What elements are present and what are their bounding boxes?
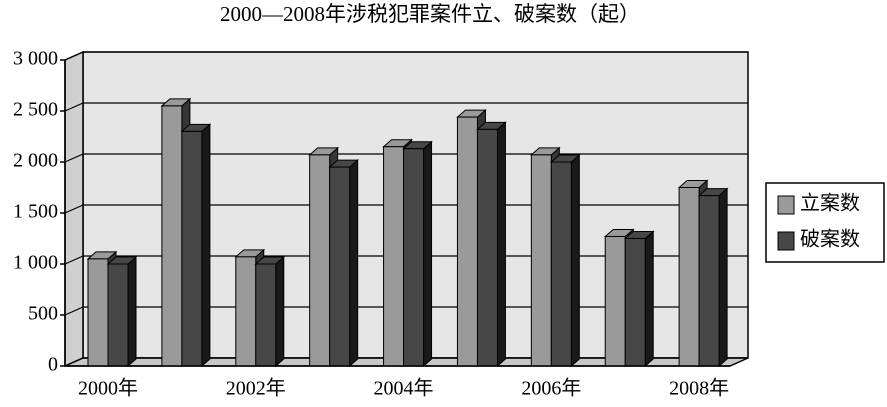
bar-side <box>127 255 137 368</box>
bar <box>161 105 183 367</box>
bar <box>624 238 646 367</box>
grid-line <box>64 255 84 265</box>
bar-side <box>349 158 359 368</box>
chart-title: 2000—2008年涉税犯罪案件立、破案数（起） <box>220 2 640 26</box>
grid-line <box>64 153 84 163</box>
bar <box>476 128 498 367</box>
bar-side <box>423 140 433 368</box>
bar <box>107 263 129 367</box>
bar <box>604 235 626 367</box>
bar <box>87 258 109 367</box>
bar-side <box>201 123 211 368</box>
y-tick-label: 1 500 <box>13 201 58 223</box>
bar <box>530 154 552 367</box>
bar <box>255 263 277 367</box>
y-tick-label: 0 <box>48 354 58 376</box>
grid-line <box>64 357 84 367</box>
bar <box>678 187 700 367</box>
grid-line <box>64 306 84 316</box>
y-tick-label: 1 000 <box>13 252 58 274</box>
y-tick-label: 3 000 <box>13 48 58 70</box>
grid-line <box>64 51 84 61</box>
bar <box>235 256 257 367</box>
bar <box>309 154 331 367</box>
bar <box>329 166 351 367</box>
bar-side <box>496 121 506 368</box>
x-tick-label: 2006年 <box>521 377 581 400</box>
x-tick-label: 2004年 <box>374 377 434 400</box>
x-tick-label: 2002年 <box>226 377 286 400</box>
y-tick-label: 2 500 <box>13 99 58 121</box>
legend-label: 破案数 <box>800 228 860 251</box>
bar <box>698 195 720 367</box>
bar-side <box>718 187 728 368</box>
x-tick-label: 2000年 <box>78 377 138 400</box>
bar <box>403 148 425 367</box>
bar <box>383 146 405 367</box>
grid-line <box>64 204 84 214</box>
bar-side <box>275 255 285 368</box>
bar <box>550 161 572 367</box>
bar <box>456 116 478 367</box>
legend-label: 立案数 <box>800 192 860 215</box>
grid-line <box>64 102 84 112</box>
x-tick-label: 2008年 <box>669 377 729 400</box>
legend-swatch <box>777 195 795 215</box>
y-tick-label: 2 000 <box>13 150 58 172</box>
bar-side <box>644 230 654 368</box>
y-tick-label: 500 <box>28 303 58 325</box>
bar <box>181 130 203 367</box>
legend-swatch <box>777 231 795 251</box>
bar-side <box>570 153 580 368</box>
